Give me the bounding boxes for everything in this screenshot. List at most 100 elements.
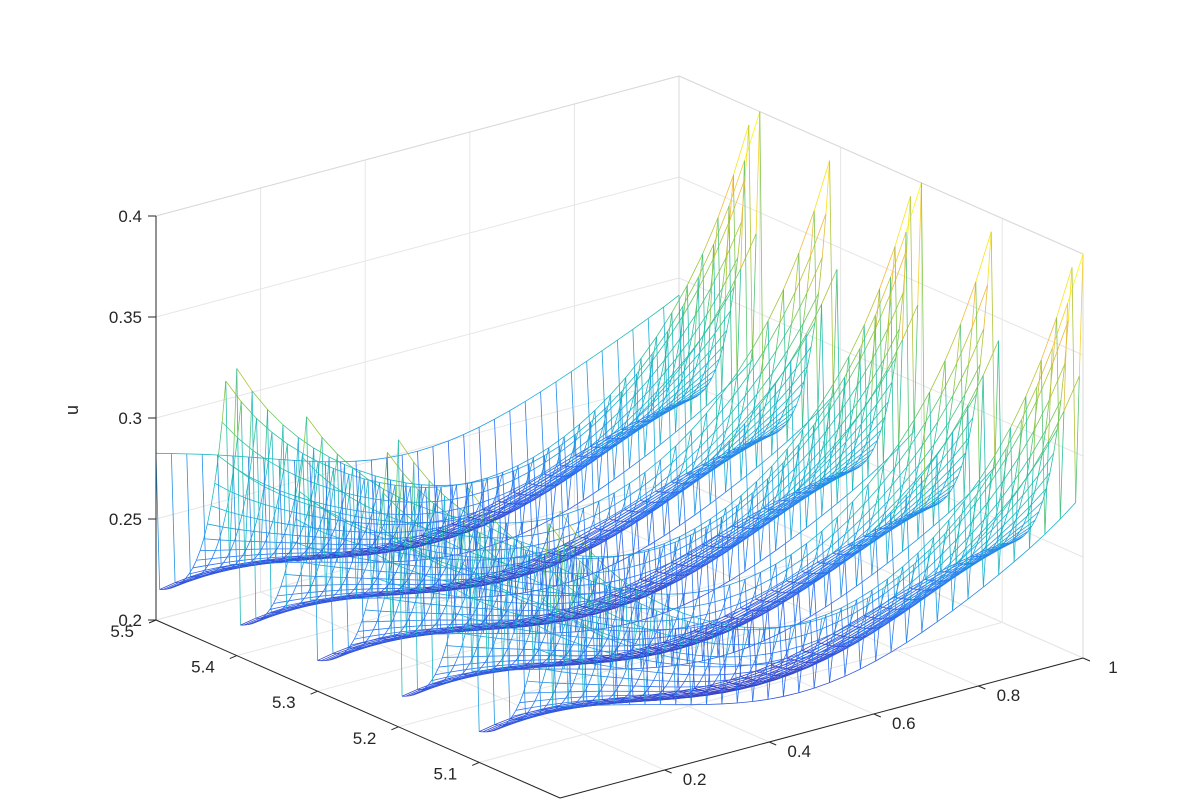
mesh-edge — [612, 521, 629, 532]
mesh-edge — [860, 404, 877, 425]
mesh-edge — [1021, 398, 1038, 431]
mesh-edge — [695, 552, 712, 563]
mesh-edge — [268, 460, 284, 471]
mesh-edge — [1063, 376, 1080, 412]
mesh-edge — [728, 423, 745, 442]
mesh-edge — [392, 611, 397, 622]
mesh-edge — [942, 567, 958, 581]
mesh-edge — [225, 380, 242, 402]
mesh-edge — [548, 436, 565, 449]
mesh-edge — [241, 514, 258, 520]
mesh-edge — [384, 628, 390, 635]
mesh-edge — [487, 669, 503, 672]
mesh-edge — [703, 358, 720, 374]
mesh-edge — [810, 213, 827, 257]
mesh-edge — [728, 527, 745, 538]
mesh-edge — [629, 551, 645, 556]
mesh-edge — [660, 483, 677, 497]
mesh-edge — [219, 539, 235, 542]
mesh-edge — [780, 495, 797, 510]
mesh-edge — [794, 619, 811, 625]
mesh-edge — [803, 639, 819, 646]
mesh-edge — [718, 523, 735, 536]
mesh-edge — [979, 454, 996, 480]
mesh-edge — [853, 528, 870, 543]
mesh-edge — [315, 575, 331, 578]
mesh-edge — [174, 584, 179, 588]
mesh-edge — [328, 513, 334, 654]
mesh-edge — [572, 644, 589, 646]
mesh-edge — [572, 600, 589, 604]
mesh-edge — [487, 472, 503, 479]
mesh-edge — [991, 456, 1008, 482]
mesh-edge — [797, 573, 814, 584]
mesh-edge — [815, 568, 831, 580]
mesh-edge — [780, 368, 797, 389]
mesh-edge — [764, 388, 781, 407]
mesh-edge — [777, 412, 794, 425]
mesh-edge — [521, 520, 538, 523]
mesh-edge — [232, 368, 238, 467]
mesh-edge — [210, 483, 216, 506]
mesh-edge — [294, 499, 311, 506]
mesh-edge — [417, 631, 433, 635]
mesh-edge — [775, 554, 792, 565]
mesh-edge — [395, 600, 401, 613]
mesh-edge — [438, 657, 443, 668]
mesh-edge — [202, 453, 218, 456]
mesh-edge — [442, 629, 459, 631]
mesh-edge — [707, 459, 724, 473]
mesh-edge — [323, 584, 328, 592]
mesh-edge — [503, 648, 509, 657]
mesh-edge — [277, 593, 293, 597]
mesh-edge — [1037, 453, 1054, 476]
mesh-edge — [644, 444, 661, 457]
mesh-edge — [534, 647, 550, 654]
mesh-edge — [518, 490, 535, 501]
mesh-edge — [506, 522, 522, 524]
mesh-edge — [921, 621, 938, 633]
mesh-edge — [464, 524, 480, 534]
mesh-edge — [386, 593, 390, 595]
mesh-edge — [353, 631, 359, 640]
mesh-edge — [606, 396, 623, 413]
mesh-edge — [307, 585, 312, 593]
mesh-edge — [222, 511, 227, 528]
mesh-edge — [409, 548, 426, 559]
mesh-edge — [458, 673, 475, 678]
mesh-edge — [497, 666, 514, 670]
mesh-edge — [732, 678, 749, 684]
mesh-edge — [690, 545, 707, 555]
mesh-edge — [530, 700, 536, 708]
mesh-edge — [898, 431, 915, 449]
mesh-edge — [925, 577, 942, 592]
mesh-edge — [340, 647, 356, 655]
mesh-edge — [779, 625, 796, 634]
mesh-edge — [178, 576, 195, 584]
mesh-edge — [800, 488, 817, 501]
mesh-edge — [987, 481, 1004, 503]
mesh-edge — [509, 498, 526, 506]
mesh-edge — [645, 583, 662, 591]
mesh-edge — [279, 458, 295, 461]
mesh-edge — [671, 569, 688, 578]
mesh-edge — [952, 364, 969, 396]
mesh-edge — [717, 175, 734, 218]
mesh-edge — [541, 633, 547, 643]
mesh-edge — [661, 576, 677, 585]
mesh-edge — [283, 443, 288, 470]
mesh-edge — [622, 668, 627, 679]
mesh-edge — [739, 679, 756, 686]
mesh-edge — [207, 558, 213, 566]
mesh-edge — [475, 545, 492, 551]
mesh-edge — [971, 530, 988, 548]
mesh-edge — [633, 378, 650, 397]
mesh-edge — [521, 526, 538, 535]
mesh-edge — [630, 590, 647, 597]
mesh-edge — [617, 328, 634, 341]
mesh-edge — [231, 564, 236, 568]
mesh-edge — [681, 566, 698, 576]
mesh-edge — [591, 412, 607, 428]
mesh-edge — [749, 406, 766, 424]
mesh-edge — [1040, 317, 1057, 361]
